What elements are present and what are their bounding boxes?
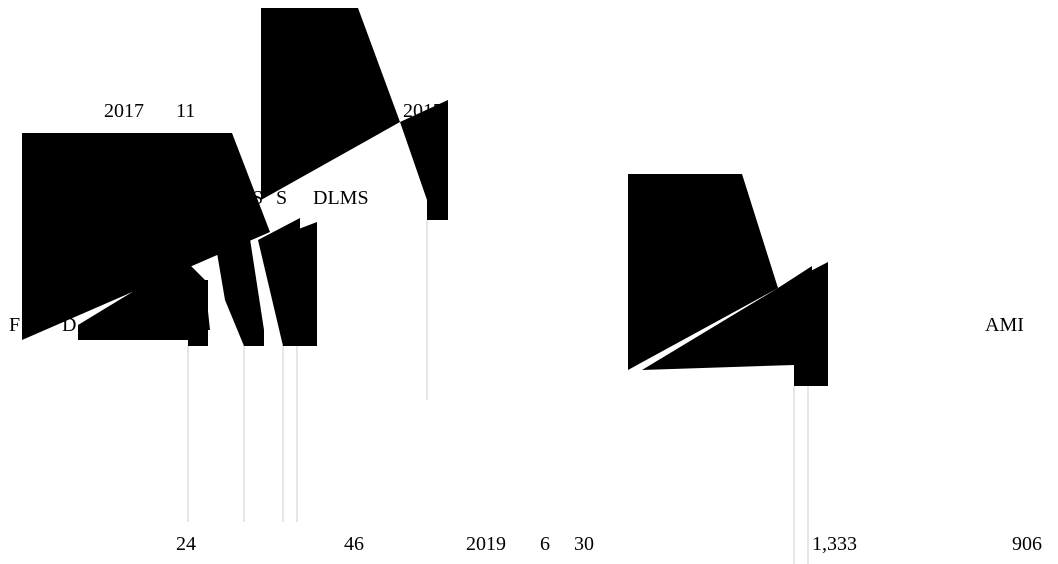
number-label: 46 [344,533,364,555]
letter-label: S [252,187,264,209]
redaction-shape [270,222,317,346]
redaction-cluster-left [22,133,317,346]
number-label: 30 [574,533,594,555]
redaction-shape [778,262,828,386]
letter-label: D [62,314,77,336]
redaction-shape [261,8,400,200]
year-label: 2019 [466,533,506,555]
number-label: 6 [540,533,550,555]
number-label: 11 [176,100,196,122]
redaction-cluster-right [628,174,828,386]
number-label: 906 [1012,533,1042,555]
redaction-shape [642,266,812,386]
letter-label: S [276,187,288,209]
redaction-shape [628,174,778,370]
year-label: 2017 [403,100,443,122]
redaction-shape [400,100,448,220]
dlms-label: DLMS [313,187,369,209]
redaction-cluster-top [261,8,448,220]
redaction-shape [22,133,270,340]
number-label: 1,333 [812,533,857,555]
year-label: 2017 [104,100,144,122]
number-label: 24 [176,533,196,555]
ami-label: AMI [985,314,1024,336]
leader-lines [187,220,809,564]
redaction-bar [188,280,208,346]
redaction-shape [208,200,264,346]
letter-label: F [9,314,21,336]
